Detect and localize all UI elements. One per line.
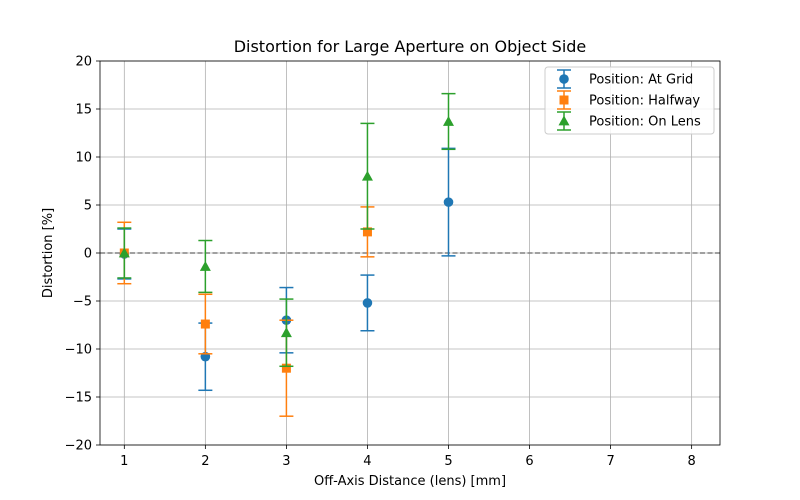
data-point bbox=[200, 319, 210, 329]
data-point bbox=[362, 298, 373, 308]
legend-marker bbox=[559, 74, 569, 84]
x-tick-label: 3 bbox=[282, 454, 290, 469]
x-tick-label: 8 bbox=[687, 454, 695, 469]
data-point bbox=[442, 115, 454, 126]
x-tick-label: 5 bbox=[444, 454, 452, 469]
legend-label: Position: At Grid bbox=[589, 73, 693, 88]
y-axis-label: Distortion [%] bbox=[41, 208, 56, 298]
legend-item: Position: On Lens bbox=[557, 111, 701, 131]
y-tick-label: −20 bbox=[65, 439, 92, 454]
data-point bbox=[443, 197, 454, 207]
y-tick-label: 10 bbox=[75, 151, 92, 166]
y-tick-label: −5 bbox=[73, 295, 92, 310]
x-tick-label: 7 bbox=[606, 454, 614, 469]
legend: Position: At Grid Position: Halfway Positi… bbox=[544, 66, 715, 135]
x-tick-label: 2 bbox=[201, 454, 209, 469]
series-3 bbox=[117, 92, 456, 368]
data-point bbox=[361, 170, 373, 181]
legend-label: Position: Halfway bbox=[589, 94, 700, 109]
x-axis-label: Off-Axis Distance (lens) [mm] bbox=[314, 474, 506, 489]
chart-title: Distortion for Large Aperture on Object … bbox=[234, 37, 587, 56]
axes: 1 2 3 4 5 6 7 8 −20 −15 −10 −5 0 5 10 15 20 bbox=[65, 55, 721, 469]
y-tick-label: −15 bbox=[65, 391, 92, 406]
y-tick-label: 5 bbox=[84, 199, 92, 214]
y-tick-label: 20 bbox=[75, 55, 92, 70]
data-point bbox=[118, 247, 130, 258]
data-layer bbox=[117, 92, 456, 417]
y-tick-label: 15 bbox=[75, 103, 92, 118]
y-tick-label: 0 bbox=[84, 247, 92, 262]
legend-box bbox=[544, 66, 715, 135]
x-tick-label: 4 bbox=[363, 454, 371, 469]
data-point bbox=[362, 227, 372, 237]
data-point bbox=[280, 327, 292, 338]
legend-item: Position: Halfway bbox=[557, 90, 700, 110]
y-tick-label: −10 bbox=[65, 343, 92, 358]
x-tick-label: 1 bbox=[120, 454, 128, 469]
data-point bbox=[199, 260, 211, 271]
legend-label: Position: On Lens bbox=[589, 115, 701, 130]
legend-item: Position: At Grid bbox=[557, 69, 693, 89]
legend-marker bbox=[558, 115, 570, 126]
data-point bbox=[281, 363, 291, 373]
x-tick-label: 6 bbox=[525, 454, 533, 469]
legend-marker bbox=[559, 95, 569, 105]
